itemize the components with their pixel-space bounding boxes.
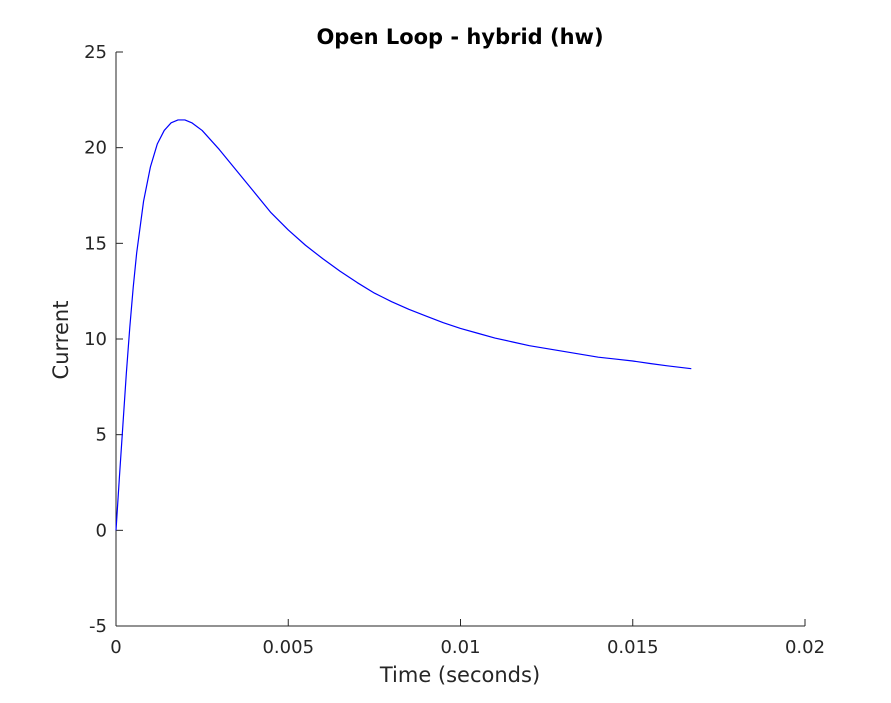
- series-line: [115, 119, 692, 531]
- y-axis-label: Current: [49, 301, 73, 380]
- axes: [115, 52, 805, 627]
- plot-area: [115, 119, 692, 531]
- chart-title: Open Loop - hybrid (hw): [316, 25, 603, 49]
- y-tick-label: 10: [84, 329, 107, 350]
- y-tick-label: 20: [84, 138, 107, 159]
- y-tick-label: 0: [96, 520, 107, 541]
- x-tick-label: 0.005: [262, 637, 314, 658]
- y-tick-label: 15: [84, 233, 107, 254]
- y-tick-label: -5: [89, 616, 107, 637]
- y-tick-label: 5: [96, 425, 107, 446]
- x-tick-label: 0.015: [607, 637, 659, 658]
- x-tick-label: 0.02: [785, 637, 825, 658]
- x-tick-label: 0: [110, 637, 121, 658]
- y-tick-label: 25: [84, 42, 107, 63]
- x-axis-label: Time (seconds): [379, 663, 540, 687]
- x-tick-label: 0.01: [440, 637, 480, 658]
